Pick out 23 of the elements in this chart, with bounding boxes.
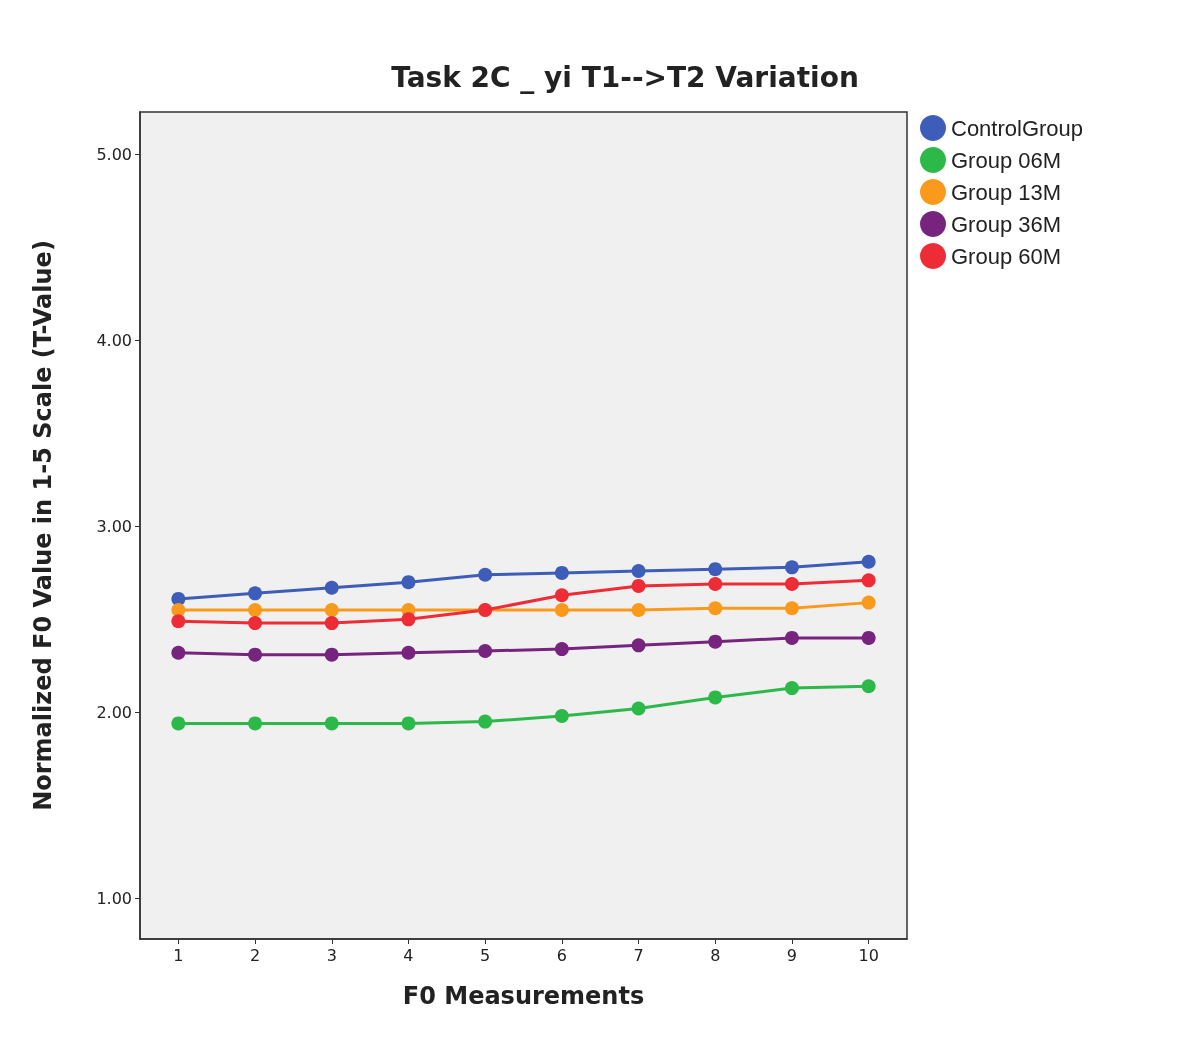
x-tick-label: 7 (633, 945, 644, 965)
legend-label: ControlGroup (951, 115, 1084, 141)
x-tick-label: 3 (326, 945, 337, 965)
y-axis-title: Normalized F0 Value in 1-5 Scale (T-Value) (29, 240, 57, 811)
x-tick-label: 5 (480, 945, 491, 965)
y-tick-label: 4.00 (96, 331, 132, 351)
x-tick-label: 8 (710, 945, 721, 965)
y-tick-label: 2.00 (96, 702, 132, 722)
y-tick-label: 3.00 (96, 516, 132, 536)
y-tick-label: 5.00 (96, 145, 132, 165)
legend-label: Group 60M (951, 243, 1062, 269)
y-tick-label: 1.00 (96, 888, 132, 908)
legend-label: Group 13M (951, 179, 1062, 205)
legend-label: Group 36M (951, 211, 1062, 237)
x-tick-label: 6 (556, 945, 567, 965)
chart-title: Task 2C _ yi T1-->T2 Variation (391, 60, 859, 94)
x-tick-label: 10 (858, 945, 879, 965)
x-tick-label: 1 (173, 945, 184, 965)
legend-label: Group 06M (951, 147, 1062, 173)
x-tick-label: 9 (786, 945, 798, 965)
x-tick-label: 4 (403, 945, 414, 965)
x-axis-title: F0 Measurements (402, 982, 645, 1010)
x-tick-label: 2 (249, 945, 261, 965)
